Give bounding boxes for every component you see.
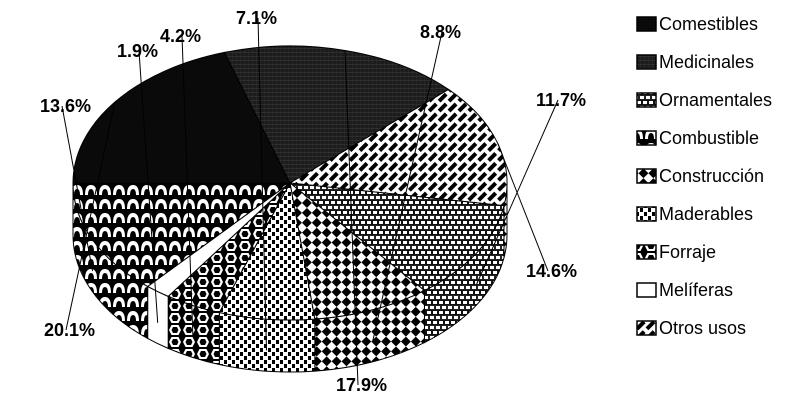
slice-label-mel-feras: 1.9% xyxy=(117,41,158,61)
pie-top-slices xyxy=(72,45,508,321)
pie-side-maderables xyxy=(218,311,316,373)
leader-line xyxy=(61,105,94,272)
legend-label-forraje: Forraje xyxy=(659,242,716,262)
legend-label-mel-feras: Melíferas xyxy=(659,280,733,300)
legend-swatch-forraje xyxy=(636,244,657,260)
slice-label-forraje: 4.2% xyxy=(160,26,201,46)
slice-label-comestibles: 20.1% xyxy=(44,320,95,340)
leader-line xyxy=(257,17,268,351)
legend-swatch-combustible xyxy=(636,130,657,146)
legend-swatch-medicinales xyxy=(636,54,657,70)
leader-line xyxy=(181,35,194,337)
pie-side-mel-feras xyxy=(147,285,169,350)
legend-swatch-otros-usos xyxy=(636,320,657,336)
slice-label-combustible: 13.6% xyxy=(40,96,91,116)
slice-label-otros-usos: 14.6% xyxy=(526,261,577,281)
pie-slice-ornamentales xyxy=(288,182,505,292)
slice-label-medicinales: 17.9% xyxy=(336,375,387,395)
legend-label-construcci-n: Construcción xyxy=(659,166,764,186)
leader-line xyxy=(497,143,549,272)
legend-label-comestibles: Comestibles xyxy=(659,14,758,34)
pie-percent-labels: 20.1% 17.9% 14.6% 11.7% 8.8% 7.1% 4.2%1.9% 13.6… xyxy=(40,8,586,395)
leader-line xyxy=(65,101,116,331)
legend-label-medicinales: Medicinales xyxy=(659,52,754,72)
legend-swatch-mel-feras xyxy=(636,282,657,298)
legend-label-combustible: Combustible xyxy=(659,128,759,148)
legend-label-maderables: Maderables xyxy=(659,204,753,224)
leader-line xyxy=(372,31,443,341)
legend-label-ornamentales: Ornamentales xyxy=(659,90,772,110)
slice-label-construcci-n: 8.8% xyxy=(420,22,461,42)
pie-side-walls xyxy=(72,182,508,373)
slice-label-ornamentales: 11.7% xyxy=(536,90,586,110)
legend-swatch-ornamentales xyxy=(636,92,657,108)
leader-line xyxy=(138,50,159,323)
legend: Comestibles Medicinales Ornamentales Combus… xyxy=(636,14,772,338)
legend-swatch-maderables xyxy=(636,206,657,222)
leader-line xyxy=(344,50,359,386)
legend-swatch-comestibles xyxy=(636,16,657,32)
pie-slice-otros-usos xyxy=(288,88,508,207)
pie-slice-combustible xyxy=(72,182,292,287)
slice-label-maderables: 7.1% xyxy=(236,8,277,28)
legend-label-otros-usos: Otros usos xyxy=(659,318,746,338)
legend-swatch-construcci-n xyxy=(636,168,657,184)
pie-slice-construcci-n xyxy=(289,181,426,320)
